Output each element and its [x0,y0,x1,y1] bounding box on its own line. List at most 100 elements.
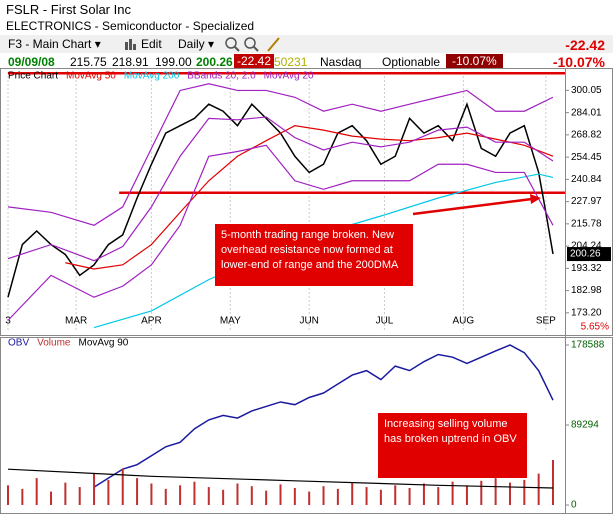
legend-entry: OBV [8,338,29,349]
y-tick-label: 182.98 [571,285,602,296]
zoom-icons[interactable] [224,36,284,52]
series-line [7,83,554,226]
price-panel [0,68,613,336]
volume-bar [136,478,139,505]
volume-bar [508,482,511,505]
arrow [412,197,533,216]
volume-bar [21,488,24,505]
volume-bar [437,487,440,505]
volume-bar [107,479,110,505]
x-tick-label: JUN [299,316,318,327]
volume-bar [78,487,81,505]
edit-button[interactable]: Edit [141,37,162,51]
volume-bar [480,480,483,505]
volume-bar [121,469,124,505]
volume-bar [394,485,397,505]
legend-entry: MovAvg 20 [264,71,314,82]
volume-bar [265,490,268,505]
y-tick-label: 300.05 [571,85,602,96]
y-tick-label: 193.32 [571,263,602,274]
volume-bar [293,487,296,505]
y-tick-label: 173.20 [571,307,602,318]
volume-bar [451,481,454,505]
x-tick-label: 3 [5,316,11,327]
volume-bar [35,478,38,505]
volume-bar [207,487,210,505]
volume-bar [236,483,239,505]
y-tick-label: 254.45 [571,152,602,163]
plot: 300.05 284.01 268.82 254.45 240.84 227.97 215.… [5,71,611,511]
legend-entry: MovAvg 50 [66,71,116,82]
volume-bar [465,485,468,505]
legend-entry: Volume [37,338,71,349]
y-tick-label: 284.01 [571,107,602,118]
volume-bar [494,478,497,505]
volume-bar [222,489,225,505]
series-line [7,468,554,489]
arrow-head [530,194,541,204]
series-line [7,116,554,262]
annotation: 5-month trading range broken. New overhe… [215,224,413,286]
legend-entry: BBands 20, 2.0 [187,71,256,82]
y-tick-label: 268.82 [571,130,602,141]
period[interactable]: Daily [178,37,205,51]
volume-bar [408,487,411,505]
y-tick-label: 204.24 [571,241,602,252]
volume-bar [193,481,196,505]
volume-bar [250,486,253,505]
volume-bar [322,486,325,505]
series-line [7,101,554,298]
volume-bar [93,473,96,505]
x-tick-label: JUL [376,316,394,327]
volume-bar [64,482,67,505]
change-box: -22.42 [234,54,275,68]
legend-entry: Price Chart [8,71,58,82]
y-tick-label: 240.84 [571,174,602,185]
series-line [93,344,554,488]
change-pct-box: -10.07% [446,54,503,68]
volume-bar [7,485,9,505]
optionable: Optionable [382,55,441,69]
y-tick-label: 227.97 [571,196,602,207]
last-price-box [567,247,611,262]
volume-bar [164,488,167,505]
volume-bar [279,484,282,505]
symbol: FSLR - First Solar Inc [6,2,131,17]
volume-bar [537,473,540,505]
series-line [65,125,554,270]
volume-bar [150,483,153,505]
volume-bar [379,489,382,505]
x-tick-label: APR [141,316,162,327]
y-tick-label: 89294 [571,420,599,431]
legend-entry: MovAvg 90 [78,338,128,349]
volume-bar [179,485,182,505]
change-pct: -10.07% [552,54,605,70]
period-select[interactable]: Daily ▾ [178,37,215,51]
x-tick-label: SEP [536,316,556,327]
x-tick-label: MAY [220,316,241,327]
corner-label: 5.65% [581,322,609,333]
volume-bar [308,491,311,505]
volume: 50231 [274,55,308,69]
x-tick-label: AUG [453,316,475,327]
y-tick-label: 215.78 [571,218,602,229]
chart-name[interactable]: F3 - Main Chart [8,37,92,51]
chart-select[interactable]: F3 - Main Chart ▾ [8,37,101,51]
last-price: 200.26 [570,249,601,260]
volume-bar [523,479,526,505]
annotation: Increasing selling volume has broken upt… [378,413,527,478]
x-tick-label: MAR [65,316,87,327]
open: 215.75 [70,55,107,69]
volume-bar [365,487,368,505]
y-tick-label: 178588 [571,340,605,351]
edit-icon[interactable] [124,38,138,51]
close: 200.26 [196,55,233,69]
date: 09/09/08 [8,55,55,69]
volume-bar [336,488,339,505]
volume-bar [351,482,354,505]
series-line [7,144,554,321]
volume-bar [552,459,554,505]
volume-bar [422,483,425,505]
